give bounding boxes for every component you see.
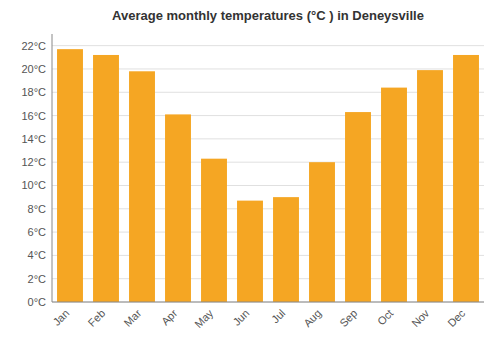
y-tick-label: 6°C	[28, 226, 47, 238]
y-tick-label: 4°C	[28, 249, 47, 261]
x-tick-label: Mar	[122, 307, 144, 329]
y-tick-label: 0°C	[28, 296, 47, 308]
chart-svg: Average monthly temperatures (°C ) in De…	[0, 0, 500, 350]
x-tick-label: Jun	[230, 307, 251, 328]
x-tick-label: Aug	[301, 307, 323, 329]
bar	[345, 112, 371, 302]
y-tick-label: 16°C	[21, 110, 46, 122]
y-tick-label: 2°C	[28, 273, 47, 285]
y-tick-label: 18°C	[21, 86, 46, 98]
bar	[237, 201, 263, 302]
bar	[273, 197, 299, 302]
x-tick-label: Apr	[159, 307, 180, 328]
bar	[309, 162, 335, 302]
x-tick-label: Feb	[86, 307, 108, 329]
x-tick-label: May	[192, 307, 216, 331]
y-tick-label: 14°C	[21, 133, 46, 145]
x-tick-label: Jan	[50, 307, 71, 328]
y-tick-label: 8°C	[28, 203, 47, 215]
bar	[57, 49, 83, 302]
bars	[57, 49, 479, 302]
y-tick-label: 22°C	[21, 40, 46, 52]
bar	[129, 71, 155, 302]
chart-container: Average monthly temperatures (°C ) in De…	[0, 0, 500, 350]
x-tick-label: Sep	[337, 307, 359, 329]
y-tick-label: 20°C	[21, 63, 46, 75]
x-tick-label: Oct	[375, 307, 396, 328]
y-tick-label: 12°C	[21, 156, 46, 168]
grid-line	[52, 45, 484, 46]
bar	[165, 114, 191, 302]
x-tick-label: Nov	[409, 307, 432, 330]
x-tick-label: Dec	[445, 307, 468, 330]
y-axis-line	[52, 34, 53, 302]
y-grid	[52, 46, 484, 302]
bar	[453, 55, 479, 302]
x-tick-label: Jul	[269, 307, 287, 325]
grid-line	[52, 302, 484, 303]
bar	[201, 159, 227, 302]
bar	[93, 55, 119, 302]
bar	[381, 88, 407, 302]
bar	[417, 70, 443, 302]
x-axis-line	[52, 302, 484, 303]
y-tick-label: 10°C	[21, 179, 46, 191]
chart-title: Average monthly temperatures (°C ) in De…	[112, 8, 424, 23]
